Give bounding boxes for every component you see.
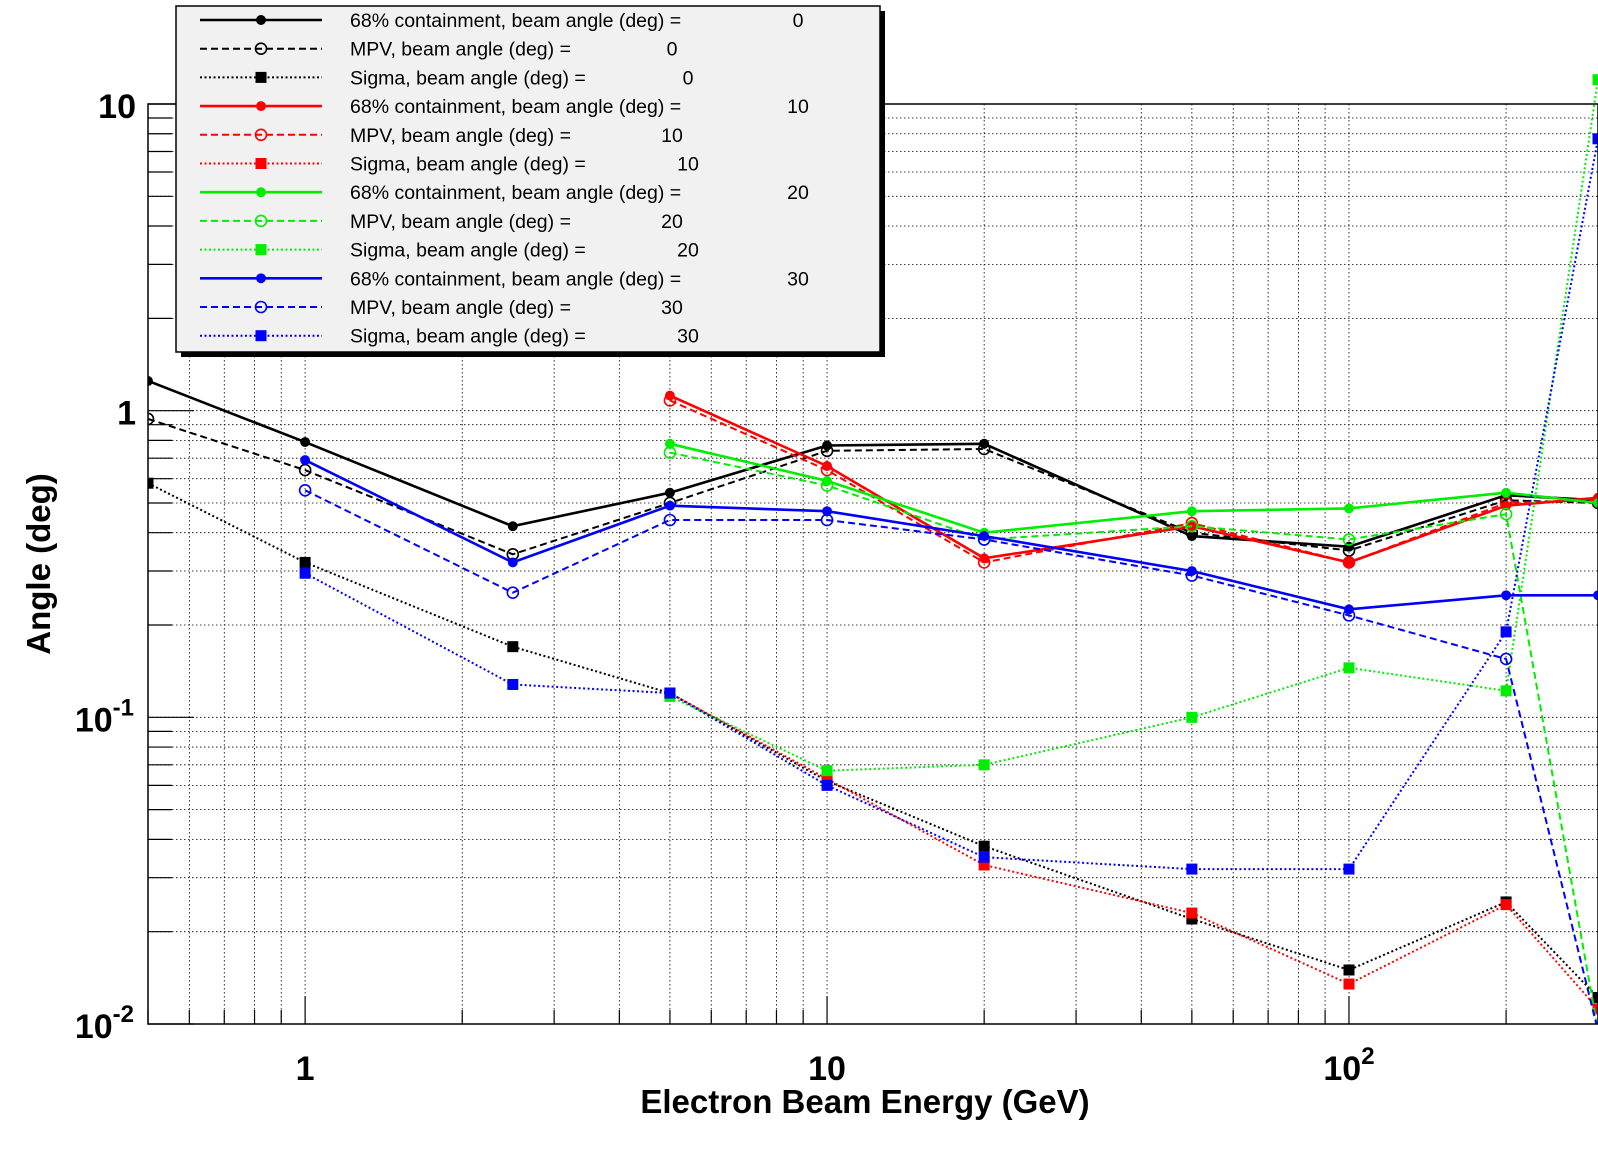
legend-angle-value: 30 — [677, 326, 699, 348]
data-point — [1343, 979, 1354, 990]
y-tick-label: 10 — [98, 88, 136, 126]
data-point — [979, 759, 990, 770]
legend-swatch-marker — [256, 15, 266, 25]
data-point — [1501, 488, 1511, 498]
y-tick-label: 10-2 — [75, 1001, 134, 1046]
data-point — [1187, 506, 1197, 516]
legend-label: Sigma, beam angle (deg) = — [350, 326, 586, 348]
x-tick-label: 1 — [296, 1050, 315, 1088]
data-point — [822, 780, 833, 791]
data-point — [665, 501, 675, 511]
data-point — [508, 557, 518, 567]
series-line — [670, 453, 1598, 1031]
data-point — [1501, 626, 1512, 637]
data-point — [822, 765, 833, 776]
data-point — [1593, 1025, 1598, 1036]
legend-swatch-marker — [256, 101, 266, 111]
data-point — [979, 852, 990, 863]
data-point — [300, 557, 311, 568]
legend-label: 68% containment, beam angle (deg) = — [350, 182, 681, 204]
legend-angle-value: 10 — [677, 154, 699, 176]
legend-angle-value: 10 — [661, 125, 683, 147]
data-point — [1501, 590, 1511, 600]
series-10 — [300, 485, 1598, 1037]
legend-swatch-marker — [256, 244, 267, 255]
legend-label: 68% containment, beam angle (deg) = — [350, 268, 681, 290]
data-point — [1344, 503, 1354, 513]
data-point — [979, 841, 990, 852]
data-point — [1501, 899, 1512, 910]
legend-swatch-marker — [256, 72, 267, 83]
y-axis-label: Angle (deg) — [20, 473, 57, 654]
x-axis-label: Electron Beam Energy (GeV) — [640, 1083, 1089, 1120]
legend-swatch-marker — [256, 330, 267, 341]
y-tick-label: 1 — [117, 395, 136, 433]
legend-angle-value: 0 — [793, 10, 804, 32]
data-point — [1343, 964, 1354, 975]
data-point — [1343, 662, 1354, 673]
data-point — [1593, 1025, 1598, 1036]
legend-label: MPV, beam angle (deg) = — [350, 211, 571, 233]
legend-angle-value: 30 — [787, 268, 809, 290]
series-line — [670, 693, 1598, 1009]
data-point — [508, 521, 518, 531]
legend-label: MPV, beam angle (deg) = — [350, 125, 571, 147]
series-5 — [664, 688, 1598, 1015]
data-point — [664, 688, 675, 699]
data-point — [1186, 712, 1197, 723]
series-line — [148, 483, 1598, 997]
legend-angle-value: 20 — [661, 211, 683, 233]
legend-angle-value: 0 — [667, 39, 678, 61]
data-point — [1186, 864, 1197, 875]
data-point — [1593, 133, 1598, 144]
legend-label: Sigma, beam angle (deg) = — [350, 67, 586, 89]
legend-swatch-marker — [256, 187, 266, 197]
legend-angle-value: 20 — [677, 240, 699, 262]
data-point — [1343, 864, 1354, 875]
data-point — [507, 679, 518, 690]
legend-swatch-marker — [256, 273, 266, 283]
legend-label: Sigma, beam angle (deg) = — [350, 240, 586, 262]
legend-label: 68% containment, beam angle (deg) = — [350, 10, 681, 32]
legend-label: MPV, beam angle (deg) = — [350, 297, 571, 319]
data-point — [1501, 685, 1512, 696]
legend-angle-value: 10 — [787, 96, 809, 118]
legend: 68% containment, beam angle (deg) =0MPV,… — [176, 6, 885, 357]
legend-label: Sigma, beam angle (deg) = — [350, 154, 586, 176]
data-point — [1593, 74, 1598, 85]
data-point — [665, 488, 675, 498]
legend-angle-value: 0 — [683, 67, 694, 89]
legend-label: MPV, beam angle (deg) = — [350, 39, 571, 61]
data-point — [300, 437, 310, 447]
x-tick-label: 102 — [1323, 1043, 1374, 1088]
y-tick-label: 10-1 — [75, 694, 134, 739]
series-line — [148, 381, 1598, 547]
legend-angle-value: 30 — [661, 297, 683, 319]
legend-label: 68% containment, beam angle (deg) = — [350, 96, 681, 118]
data-point — [507, 641, 518, 652]
series-2 — [143, 478, 1598, 1003]
legend-angle-value: 20 — [787, 182, 809, 204]
data-point — [300, 568, 311, 579]
data-point — [300, 455, 310, 465]
series-line — [148, 419, 1598, 554]
legend-swatch-marker — [256, 158, 267, 169]
data-point — [1186, 908, 1197, 919]
